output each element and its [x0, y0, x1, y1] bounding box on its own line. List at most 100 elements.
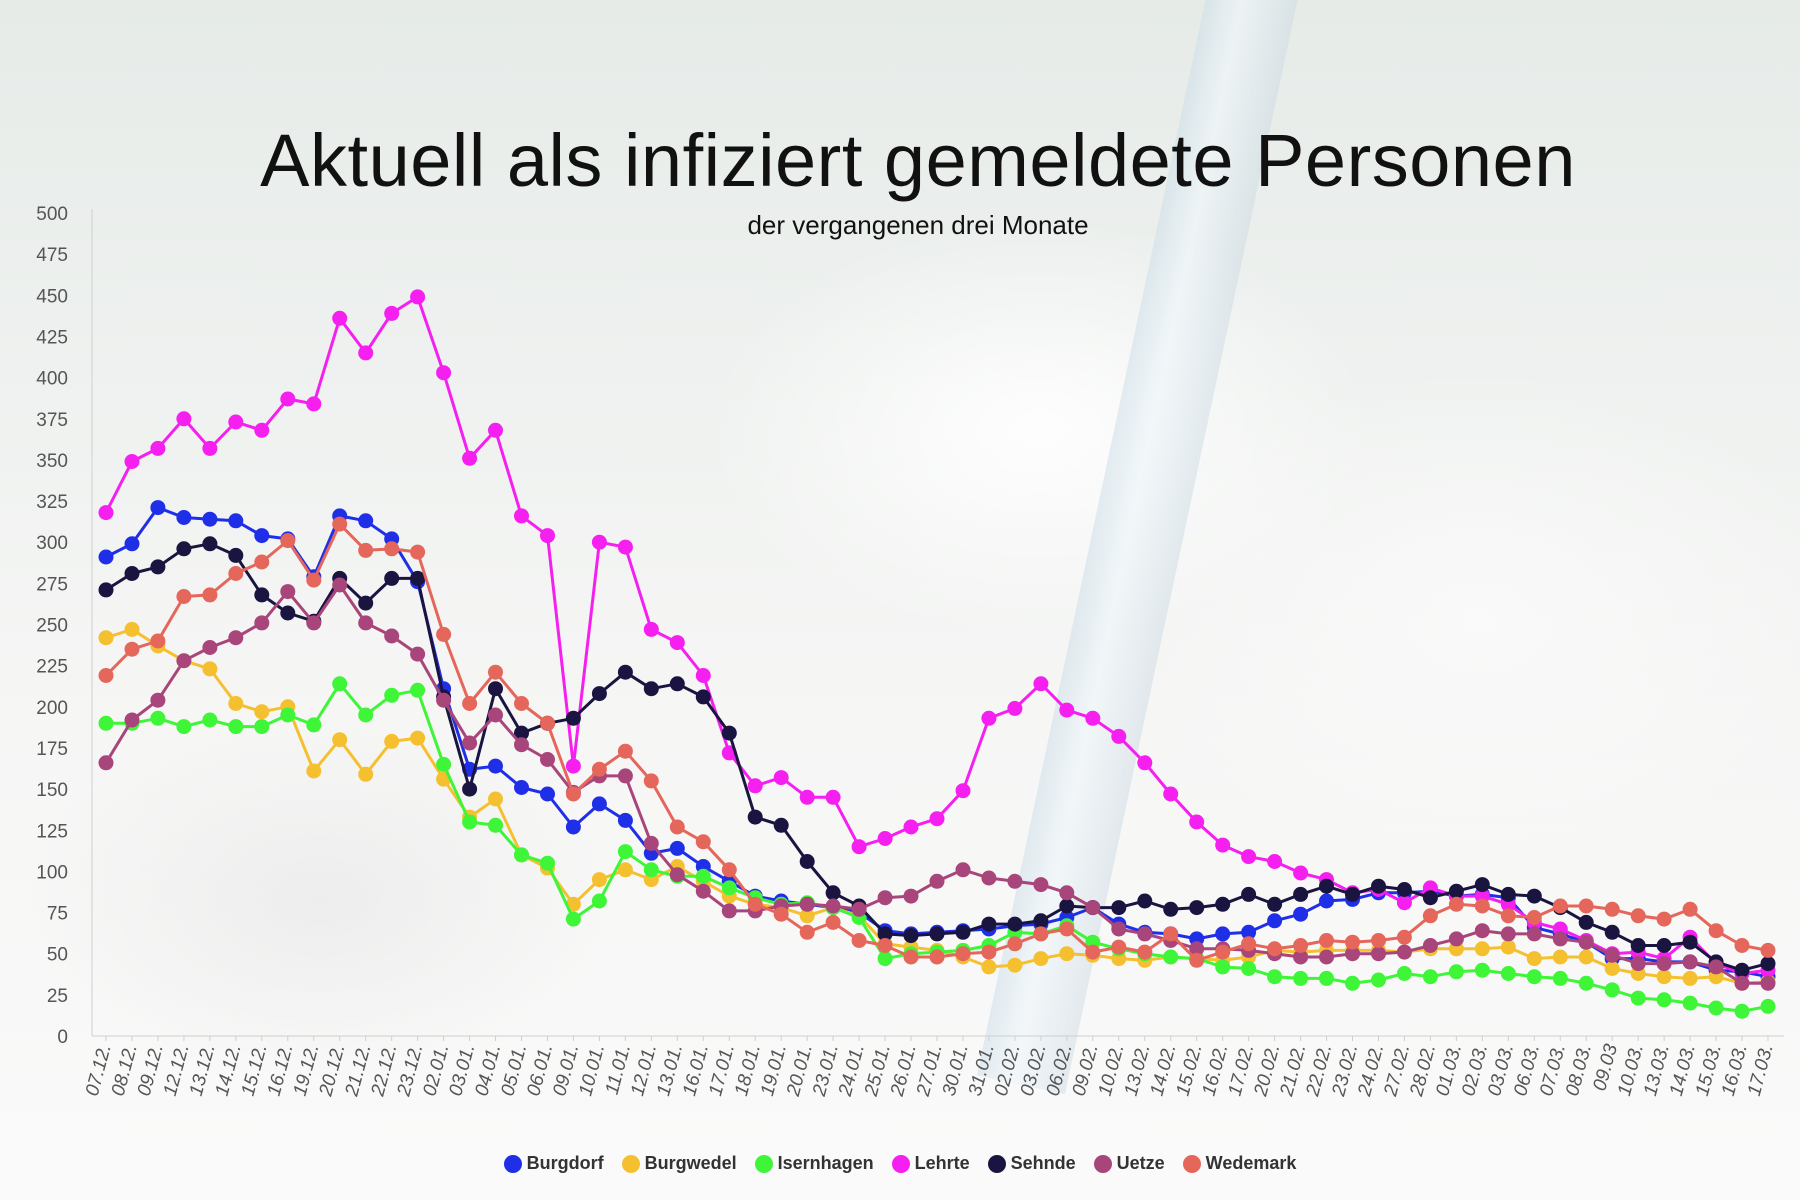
- data-point: [903, 949, 919, 965]
- data-point: [565, 710, 581, 726]
- data-point: [1604, 947, 1620, 963]
- data-point: [721, 903, 737, 919]
- data-point: [150, 500, 166, 516]
- y-tick-label: 500: [36, 204, 68, 225]
- data-point: [1319, 949, 1334, 965]
- data-point: [1007, 936, 1023, 952]
- data-point: [1448, 964, 1464, 980]
- data-point: [955, 783, 971, 799]
- data-point: [1345, 975, 1360, 991]
- data-point: [150, 440, 166, 456]
- data-point: [773, 906, 789, 922]
- data-point: [1319, 893, 1334, 909]
- data-point: [150, 710, 166, 726]
- data-point: [929, 873, 945, 889]
- data-point: [358, 595, 374, 611]
- data-point: [1345, 946, 1360, 962]
- data-point: [1422, 969, 1438, 985]
- data-point: [540, 715, 555, 731]
- data-point: [332, 676, 348, 692]
- y-tick-label: 200: [36, 698, 68, 719]
- data-point: [929, 811, 945, 827]
- data-point: [1448, 931, 1464, 947]
- data-point: [384, 541, 400, 557]
- data-point: [436, 626, 452, 642]
- y-tick-label: 100: [36, 862, 68, 883]
- data-point: [306, 572, 322, 588]
- data-point: [488, 758, 503, 774]
- data-point: [1267, 896, 1283, 912]
- data-point: [1474, 962, 1490, 978]
- data-point: [254, 528, 270, 544]
- legend-item-lehrte[interactable]: Lehrte: [891, 1153, 970, 1174]
- y-tick-label: 250: [36, 616, 68, 637]
- data-point: [228, 566, 244, 581]
- data-point: [1422, 890, 1438, 906]
- data-point: [669, 635, 685, 651]
- data-point: [1526, 951, 1542, 967]
- data-point: [462, 735, 478, 751]
- data-point: [617, 743, 633, 759]
- data-point: [1293, 865, 1309, 881]
- legend-label: Burgdorf: [526, 1153, 604, 1173]
- data-point: [1293, 970, 1309, 986]
- legend-swatch: [1182, 1154, 1201, 1173]
- y-tick-label: 475: [36, 245, 68, 266]
- data-point: [643, 835, 659, 851]
- data-point: [591, 796, 607, 812]
- data-point: [1526, 910, 1542, 925]
- data-point: [1682, 970, 1698, 986]
- data-point: [981, 944, 997, 960]
- data-point: [799, 896, 815, 912]
- data-point: [1500, 886, 1516, 902]
- data-point: [1059, 898, 1075, 914]
- data-point: [1215, 896, 1231, 912]
- y-tick-label: 25: [47, 986, 68, 1007]
- data-point: [1474, 898, 1490, 914]
- data-point: [124, 712, 140, 728]
- data-point: [1734, 1003, 1750, 1019]
- legend-item-isernhagen[interactable]: Isernhagen: [754, 1153, 874, 1174]
- data-point: [202, 440, 218, 456]
- data-point: [1189, 900, 1205, 916]
- data-point: [1059, 921, 1075, 937]
- data-point: [591, 534, 607, 550]
- data-point: [695, 689, 711, 705]
- data-point: [955, 946, 971, 962]
- data-point: [1396, 882, 1412, 897]
- legend-item-burgwedel[interactable]: Burgwedel: [621, 1153, 737, 1174]
- data-point: [1422, 908, 1438, 924]
- data-point: [1059, 702, 1075, 718]
- data-point: [1007, 916, 1023, 932]
- data-point: [1552, 970, 1568, 986]
- data-point: [1033, 926, 1049, 942]
- y-tick-label: 125: [36, 821, 68, 842]
- data-point: [1396, 944, 1412, 960]
- data-point: [1033, 676, 1049, 692]
- data-point: [669, 840, 685, 856]
- data-point: [1396, 929, 1412, 945]
- data-point: [176, 719, 192, 735]
- data-point: [1396, 895, 1412, 911]
- data-point: [929, 926, 945, 942]
- data-point: [436, 692, 452, 708]
- data-point: [1371, 972, 1386, 988]
- axis-layer: 0 25 50 75 100 125 150 175 200 225 250 275 300 325 350…: [36, 204, 1784, 1099]
- chart-subtitle: der vergangenen drei Monate: [747, 210, 1089, 240]
- data-point: [1137, 755, 1153, 771]
- data-point: [877, 890, 893, 906]
- data-point: [1319, 970, 1334, 986]
- legend-item-uetze[interactable]: Uetze: [1093, 1153, 1165, 1174]
- legend-item-wedemark[interactable]: Wedemark: [1182, 1153, 1296, 1174]
- data-point: [98, 630, 114, 646]
- legend-item-burgdorf[interactable]: Burgdorf: [503, 1153, 604, 1174]
- data-point: [358, 513, 374, 529]
- data-point: [617, 844, 633, 860]
- data-point: [228, 630, 244, 646]
- data-point: [1448, 896, 1464, 912]
- legend-item-sehnde[interactable]: Sehnde: [987, 1153, 1076, 1174]
- data-point: [1630, 956, 1646, 972]
- data-point: [488, 817, 503, 833]
- data-point: [1163, 901, 1179, 917]
